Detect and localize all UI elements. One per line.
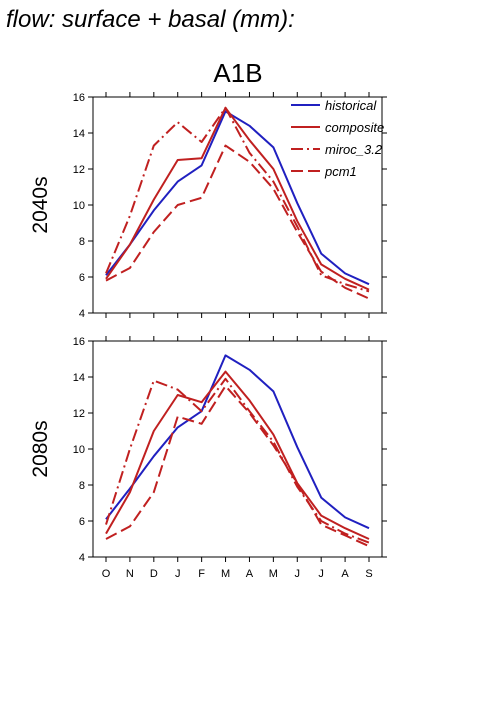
x-tick-label: N: [126, 568, 134, 580]
y-tick-label: 14: [73, 128, 85, 140]
y-tick-label: 8: [79, 236, 85, 248]
x-tick-label: M: [221, 568, 230, 580]
series-line-historical: [105, 354, 370, 530]
x-tick-label: A: [341, 568, 349, 580]
y-tick-label: 6: [79, 516, 85, 528]
panel-2080s: 4 6 8 10 12 14 16 O N D J F M A M J J A S 2080s: [29, 336, 387, 580]
series-line-historical: [105, 110, 370, 286]
y-tick-label: 16: [73, 92, 85, 104]
panel-label: 2040s: [29, 176, 52, 233]
x-tick-label: J: [295, 568, 301, 580]
legend-label-composite: composite: [325, 120, 384, 135]
x-tick-label: J: [175, 568, 181, 580]
y-tick-label: 10: [73, 444, 85, 456]
x-tick-label: F: [198, 568, 205, 580]
x-tick-label: D: [150, 568, 158, 580]
legend-label-pcm1: pcm1: [324, 164, 357, 179]
panel-2040s: 4 6 8 10 12 14 16 2040s historical composite miroc…: [29, 92, 387, 320]
x-tick-label: M: [269, 568, 278, 580]
page-title: d flow: surface + basal (mm):: [0, 6, 295, 33]
x-tick-label: J: [318, 568, 324, 580]
y-tick-label: 16: [73, 336, 85, 348]
series-line-composite: [105, 370, 370, 540]
legend-label-miroc_3.2: miroc_3.2: [325, 142, 383, 157]
series-line-composite: [105, 106, 370, 291]
y-tick-label: 14: [73, 372, 85, 384]
y-tick-label: 10: [73, 200, 85, 212]
series-line-miroc_3.2: [105, 106, 370, 293]
panel-label: 2080s: [29, 420, 52, 477]
scenario-title: A1B: [213, 58, 262, 88]
legend-label-historical: historical: [325, 98, 377, 113]
series-line-pcm1: [105, 385, 370, 548]
y-tick-label: 4: [79, 308, 85, 320]
y-tick-label: 12: [73, 408, 85, 420]
y-tick-label: 12: [73, 164, 85, 176]
x-tick-label: A: [246, 568, 254, 580]
x-tick-label: S: [365, 568, 372, 580]
y-tick-label: 6: [79, 272, 85, 284]
y-tick-label: 8: [79, 480, 85, 492]
series-line-miroc_3.2: [105, 377, 370, 544]
x-tick-label: O: [102, 568, 111, 580]
y-tick-label: 4: [79, 552, 85, 564]
